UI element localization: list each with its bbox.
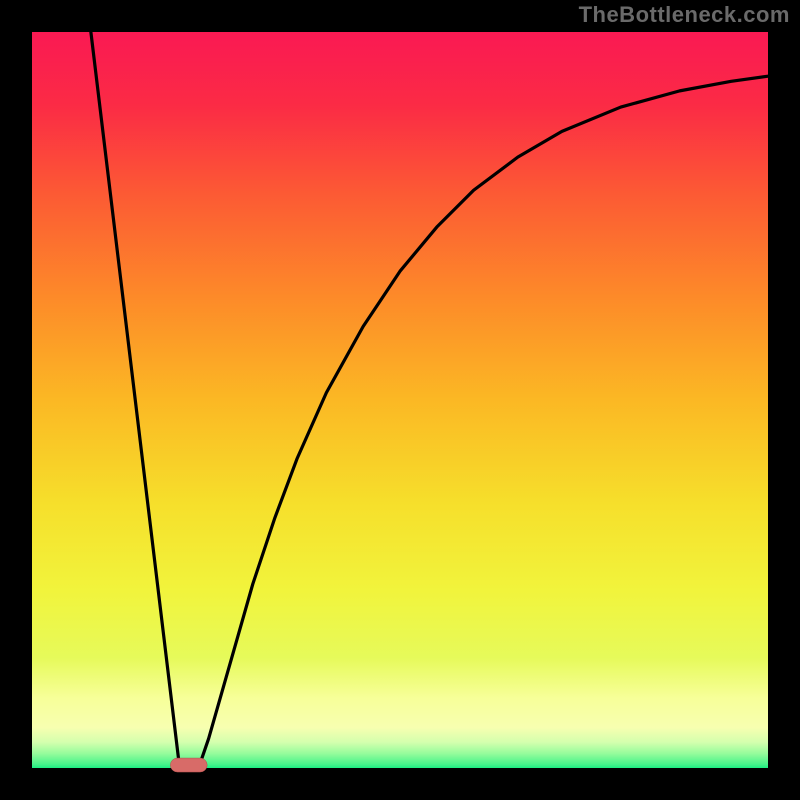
plot-background	[32, 32, 768, 768]
chart-frame: TheBottleneck.com	[0, 0, 800, 800]
watermark-text: TheBottleneck.com	[579, 2, 790, 28]
bottleneck-chart	[0, 0, 800, 800]
optimal-point-marker	[170, 758, 207, 772]
